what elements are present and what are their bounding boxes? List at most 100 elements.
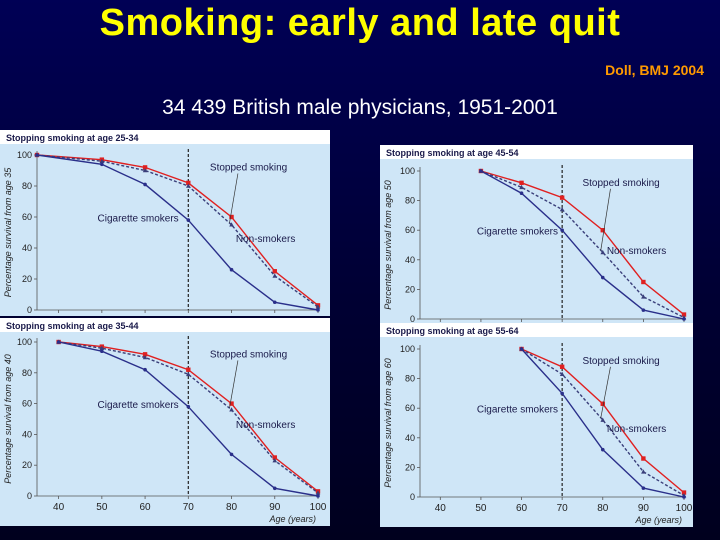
x-tick-label: 60 (516, 503, 528, 514)
y-axis-label: Percentage survival from age 35 (3, 167, 13, 298)
label-stopped-smoking: Stopped smoking (582, 178, 659, 189)
series-line-stopped-smoking (480, 170, 685, 319)
data-point-stopped-smoking (641, 294, 646, 299)
chart-panel-bottom-right: Stopping smoking at age 55-64 0 20 40 60 80 10… (380, 323, 693, 527)
data-point-cigarette-smokers (641, 308, 646, 312)
panel-header (0, 130, 330, 144)
label-non-smokers: Non-smokers (607, 424, 666, 435)
x-tick-label: 90 (638, 503, 650, 514)
panel-background (380, 323, 693, 527)
y-tick-label: 0 (410, 492, 415, 502)
chart-panel-top-left: Stopping smoking at age 25-34 0 20 40 60 80 10… (0, 130, 330, 316)
data-point-cigarette-smokers (560, 228, 564, 232)
data-point-cigarette-smokers (316, 494, 320, 498)
figure-right: Stopping smoking at age 45-54 0 20 40 60 80 10… (380, 145, 693, 527)
label-cigarette-smokers: Cigarette smokers (98, 400, 179, 411)
panel-background (0, 318, 330, 526)
leader-stopped-smoking (600, 188, 611, 251)
data-point-non-smokers (559, 195, 565, 200)
slide-subtitle: 34 439 British male physicians, 1951-200… (162, 96, 558, 119)
data-point-non-smokers (186, 367, 191, 372)
data-point-cigarette-smokers (682, 495, 686, 499)
data-point-stopped-smoking (272, 273, 278, 278)
y-tick-label: 100 (17, 337, 32, 347)
y-tick-label: 20 (405, 462, 415, 472)
data-point-stopped-smoking (229, 222, 234, 227)
data-point-cigarette-smokers (600, 447, 605, 452)
data-point-stopped-smoking (559, 371, 565, 376)
citation: Doll, BMJ 2004 (605, 62, 704, 78)
series-line-stopped-smoking (521, 348, 685, 497)
data-point-cigarette-smokers (479, 169, 483, 173)
data-point-cigarette-smokers (143, 367, 147, 372)
y-tick-label: 80 (22, 181, 32, 191)
data-point-non-smokers (186, 180, 191, 186)
series-line-non-smokers (480, 170, 685, 316)
leader-stopped-smoking (229, 173, 239, 223)
label-cigarette-smokers: Cigarette smokers (477, 405, 558, 416)
label-non-smokers: Non-smokers (236, 234, 295, 245)
data-point-stopped-smoking (315, 490, 321, 495)
data-point-cigarette-smokers (100, 349, 104, 354)
data-point-non-smokers (681, 312, 687, 317)
data-point-stopped-smoking (315, 304, 321, 309)
data-point-cigarette-smokers (56, 340, 61, 344)
label-stopped-smoking: Stopped smoking (210, 349, 287, 360)
data-point-stopped-smoking (519, 184, 524, 190)
data-point-non-smokers (272, 269, 277, 274)
data-point-stopped-smoking (272, 458, 278, 463)
data-point-cigarette-smokers (229, 452, 234, 457)
data-point-cigarette-smokers (272, 486, 277, 491)
chart-panel-bottom-left: Stopping smoking at age 35-44 0 20 40 60 80 10… (0, 318, 330, 526)
x-tick-label: 90 (269, 502, 281, 513)
data-point-cigarette-smokers (186, 404, 191, 409)
y-axis-label: Percentage survival from age 50 (383, 180, 393, 310)
data-point-cigarette-smokers (560, 391, 564, 396)
x-axis-label: Age (years) (268, 514, 316, 524)
x-tick-label: 80 (597, 503, 609, 514)
x-tick-label: 50 (96, 502, 108, 513)
y-tick-label: 100 (400, 344, 415, 354)
y-tick-label: 100 (400, 166, 415, 176)
y-tick-label: 80 (22, 368, 32, 378)
leader-stopped-smoking (229, 360, 239, 408)
x-tick-label: 50 (475, 503, 487, 514)
label-stopped-smoking: Stopped smoking (210, 163, 287, 174)
panel-title: Stopping smoking at age 45-54 (386, 148, 519, 158)
data-point-stopped-smoking (641, 469, 646, 474)
x-axis-label: Age (years) (634, 515, 682, 525)
panel-header (380, 323, 693, 337)
y-tick-label: 60 (405, 403, 415, 413)
y-tick-label: 20 (405, 284, 415, 294)
y-axis-label: Percentage survival from age 40 (3, 354, 13, 484)
data-point-stopped-smoking (142, 354, 148, 360)
data-point-cigarette-smokers (641, 486, 646, 490)
data-point-stopped-smoking (186, 371, 191, 377)
data-point-non-smokers (142, 165, 148, 170)
y-tick-label: 80 (405, 196, 415, 206)
y-tick-label: 0 (27, 305, 32, 315)
panel-header (380, 145, 693, 159)
y-tick-label: 40 (405, 255, 415, 265)
data-point-stopped-smoking (600, 417, 606, 422)
panel-header (0, 318, 330, 332)
data-point-stopped-smoking (229, 407, 234, 412)
data-point-non-smokers (600, 228, 605, 233)
data-point-non-smokers (600, 401, 605, 406)
data-point-non-smokers (519, 180, 524, 186)
y-tick-label: 40 (405, 433, 415, 443)
y-axis-label: Percentage survival from age 60 (383, 358, 393, 488)
x-tick-label: 100 (310, 502, 327, 513)
panel-title: Stopping smoking at age 55-64 (386, 326, 519, 336)
series-line-cigarette-smokers (480, 170, 685, 320)
x-tick-label: 80 (226, 502, 238, 513)
data-point-non-smokers (229, 214, 234, 220)
chart-panel-top-right: Stopping smoking at age 45-54 0 20 40 60 80 10… (380, 145, 693, 325)
figure-left: Stopping smoking at age 25-34 0 20 40 60 80 10… (0, 130, 330, 526)
data-point-stopped-smoking (99, 345, 105, 350)
x-tick-label: 40 (53, 502, 65, 513)
y-tick-label: 40 (22, 243, 32, 253)
x-tick-label: 100 (676, 503, 693, 514)
leader-stopped-smoking (600, 366, 611, 419)
x-tick-label: 40 (435, 503, 447, 514)
